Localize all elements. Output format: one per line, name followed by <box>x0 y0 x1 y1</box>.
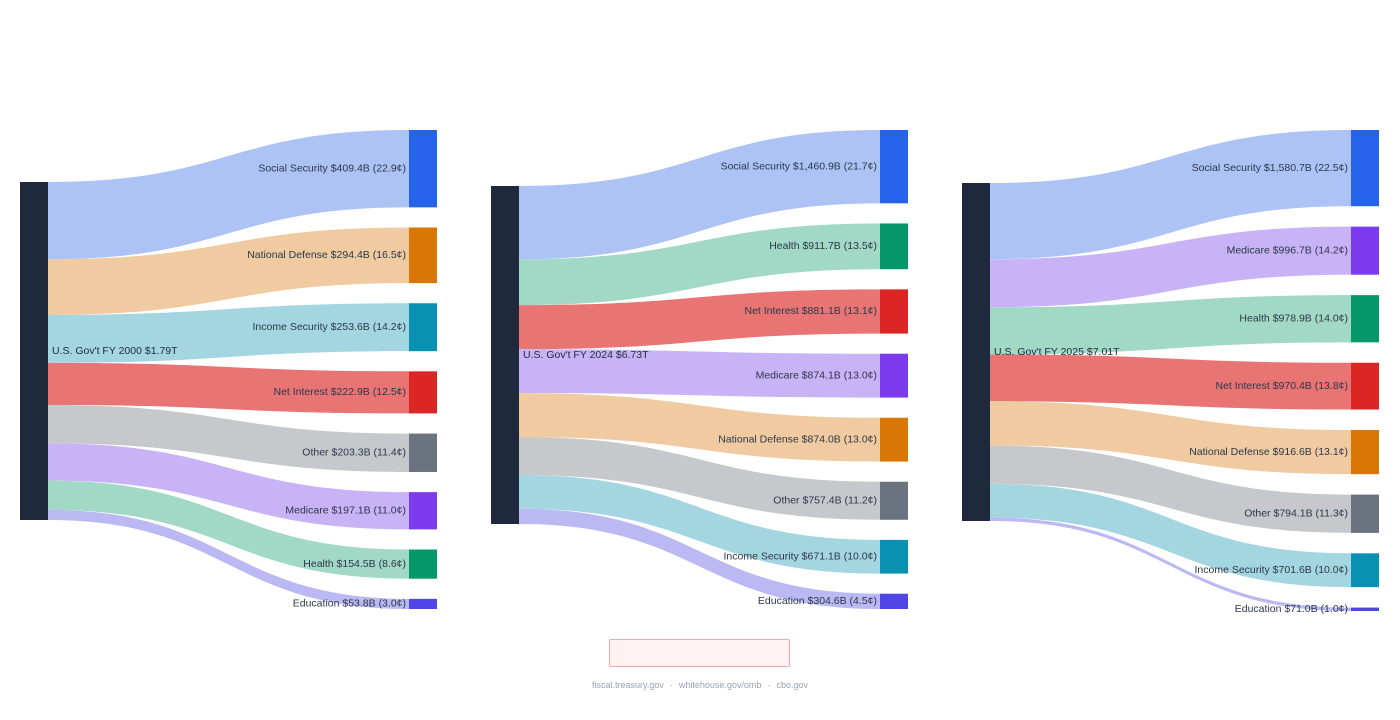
label-education: Education $71.0B (1.0¢) <box>1235 603 1348 615</box>
node-income-security <box>409 303 437 352</box>
label-health: Health $154.5B (8.6¢) <box>303 558 406 570</box>
labels: Social Security $409.4B (22.9¢) National … <box>52 162 406 609</box>
label-national-defense: National Defense $874.0B (13.0¢) <box>718 433 877 445</box>
label-other: Other $757.4B (11.2¢) <box>773 495 877 507</box>
label-source: U.S. Gov't FY 2024 $6.73T <box>523 349 649 361</box>
label-education: Education $304.6B (4.5¢) <box>758 595 877 607</box>
flow-income-security <box>990 483 1351 588</box>
node-income-security <box>880 539 908 574</box>
footer-separator: · <box>767 680 771 690</box>
sankey-chart-1: Social Security $409.4B (22.9¢) National … <box>20 130 437 610</box>
node-social-security <box>880 130 908 204</box>
node-income-security <box>1351 553 1379 588</box>
flows <box>519 130 880 609</box>
flow-national-defense <box>990 401 1351 475</box>
node-medicare <box>409 492 437 530</box>
node-other <box>409 433 437 472</box>
node-net-interest <box>880 289 908 334</box>
flow-other <box>990 445 1351 533</box>
label-source: U.S. Gov't FY 2000 $1.79T <box>52 345 178 357</box>
flow-national-defense <box>519 393 880 462</box>
nodes <box>962 130 1379 611</box>
flow-social-security <box>990 130 1351 260</box>
flow-income-security <box>519 475 880 574</box>
node-health <box>880 223 908 270</box>
labels: Social Security $1,460.9B (21.7¢) Health … <box>523 160 877 607</box>
flow-social-security <box>519 130 880 260</box>
flow-education <box>519 508 880 609</box>
label-national-defense: National Defense $294.4B (16.5¢) <box>247 249 406 261</box>
label-health: Health $911.7B (13.5¢) <box>769 240 877 252</box>
flow-other <box>519 437 880 520</box>
label-income-security: Income Security $253.6B (14.2¢) <box>252 321 406 333</box>
source-link-cbo[interactable]: cbo.gov <box>776 680 808 690</box>
node-medicare <box>1351 226 1379 275</box>
node-source <box>20 182 48 520</box>
label-net-interest: Net Interest $970.4B (13.8¢) <box>1216 380 1349 392</box>
source-link-omb[interactable]: whitehouse.gov/omb <box>678 680 762 690</box>
sankey-chart-3: Social Security $1,580.7B (22.5¢) Medicar… <box>962 130 1379 615</box>
flow-health <box>48 480 409 579</box>
node-net-interest <box>1351 362 1379 410</box>
flow-national-defense <box>48 227 409 315</box>
node-health <box>409 549 437 579</box>
flow-education <box>48 509 409 609</box>
flow-education <box>990 517 1351 611</box>
label-net-interest: Net Interest $222.9B (12.5¢) <box>274 386 407 398</box>
flow-net-interest <box>48 362 409 414</box>
source-link-treasury[interactable]: fiscal.treasury.gov <box>592 680 664 690</box>
sankey-chart-2: Social Security $1,460.9B (21.7¢) Health … <box>491 130 908 609</box>
nodes <box>20 130 437 609</box>
label-national-defense: National Defense $916.6B (13.1¢) <box>1189 446 1348 458</box>
node-source <box>962 183 990 521</box>
flow-medicare <box>990 226 1351 308</box>
node-other <box>880 481 908 520</box>
label-net-interest: Net Interest $881.1B (13.1¢) <box>745 305 878 317</box>
label-medicare: Medicare $874.1B (13.0¢) <box>756 369 877 381</box>
flow-income-security <box>48 303 409 363</box>
flow-medicare <box>48 443 409 530</box>
label-social-security: Social Security $1,580.7B (22.5¢) <box>1192 162 1348 174</box>
node-education <box>880 593 908 609</box>
node-net-interest <box>409 371 437 414</box>
label-social-security: Social Security $1,460.9B (21.7¢) <box>721 160 877 172</box>
flow-medicare <box>519 349 880 398</box>
label-education: Education $53.8B (3.0¢) <box>293 598 406 610</box>
footer-separator: · <box>669 680 673 690</box>
node-education <box>409 598 437 609</box>
label-social-security: Social Security $409.4B (22.9¢) <box>258 162 406 174</box>
node-national-defense <box>880 417 908 462</box>
flow-social-security <box>48 130 409 260</box>
node-social-security <box>409 130 437 208</box>
flow-health <box>519 223 880 306</box>
node-national-defense <box>1351 429 1379 475</box>
label-medicare: Medicare $197.1B (11.0¢) <box>285 505 406 517</box>
label-income-security: Income Security $701.6B (10.0¢) <box>1194 564 1348 576</box>
node-other <box>1351 494 1379 533</box>
labels: Social Security $1,580.7B (22.5¢) Medicar… <box>994 162 1348 615</box>
flow-net-interest <box>519 289 880 350</box>
flows <box>990 130 1351 611</box>
node-national-defense <box>409 227 437 284</box>
node-source <box>491 186 519 524</box>
label-income-security: Income Security $671.1B (10.0¢) <box>723 551 877 563</box>
label-other: Other $794.1B (11.3¢) <box>1244 508 1348 520</box>
notice-box <box>609 639 790 667</box>
label-medicare: Medicare $996.7B (14.2¢) <box>1227 244 1348 256</box>
flow-health <box>990 295 1351 355</box>
node-education <box>1351 607 1379 611</box>
flow-net-interest <box>990 354 1351 410</box>
label-health: Health $978.9B (14.0¢) <box>1239 313 1348 325</box>
label-source: U.S. Gov't FY 2025 $7.01T <box>994 346 1120 358</box>
node-social-security <box>1351 130 1379 207</box>
node-health <box>1351 295 1379 343</box>
flow-other <box>48 404 409 472</box>
flows <box>48 130 409 609</box>
label-other: Other $203.3B (11.4¢) <box>302 447 406 459</box>
nodes <box>491 130 908 609</box>
node-medicare <box>880 353 908 398</box>
source-footer: fiscal.treasury.gov · whitehouse.gov/omb · c… <box>0 680 1400 690</box>
